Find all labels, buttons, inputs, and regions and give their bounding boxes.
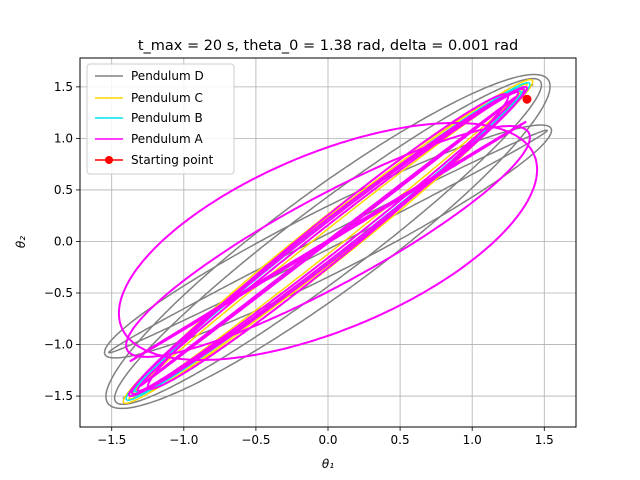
legend: Pendulum D Pendulum C Pendulum B Pendulu…	[86, 63, 235, 175]
x-tick-label: 0.0	[318, 433, 337, 447]
trajectory-pendulum-d	[113, 77, 543, 406]
y-tick-label: 0.0	[54, 234, 73, 248]
ticks: −1.5 −1.0 −0.5 0.0 0.5 1.0 1.5 −1.5 −1.0 −0.5 0.0 0…	[44, 80, 554, 447]
x-tick-label: 1.0	[463, 433, 482, 447]
start-layer	[522, 94, 532, 104]
series-layer	[103, 73, 553, 410]
y-tick-label: 1.0	[54, 131, 73, 145]
x-tick-label: −1.5	[97, 433, 126, 447]
starting-point-marker	[522, 94, 532, 104]
y-tick-label: 1.5	[54, 80, 73, 94]
legend-box	[86, 63, 235, 175]
legend-label-starting-point: Starting point	[131, 153, 214, 167]
trajectory-pendulum-a	[117, 121, 539, 361]
x-tick-label: 1.5	[535, 433, 554, 447]
x-axis-label: θ₁	[322, 457, 334, 471]
y-tick-label: −1.5	[44, 389, 73, 403]
legend-marker-starting-point	[105, 156, 113, 164]
trajectory-pendulum-a	[129, 120, 527, 362]
trajectory-pendulum-d	[108, 129, 548, 354]
x-tick-label: 0.5	[391, 433, 410, 447]
y-axis-label: θ₂	[14, 236, 28, 248]
legend-label-pendulum-a: Pendulum A	[131, 132, 203, 146]
trajectory-pendulum-a	[125, 125, 531, 358]
trajectory-pendulum-a	[139, 96, 517, 387]
y-tick-label: 0.5	[54, 183, 73, 197]
y-tick-label: −1.0	[44, 338, 73, 352]
legend-label-pendulum-b: Pendulum B	[131, 111, 203, 125]
trajectory-pendulum-d	[103, 124, 553, 359]
trajectory-pendulum-a	[130, 87, 526, 395]
legend-label-pendulum-d: Pendulum D	[131, 69, 204, 83]
x-tick-label: −0.5	[241, 433, 270, 447]
y-tick-label: −0.5	[44, 286, 73, 300]
chart-title: t_max = 20 s, theta_0 = 1.38 rad, delta …	[138, 38, 518, 54]
legend-label-pendulum-c: Pendulum C	[131, 91, 203, 105]
x-tick-label: −1.0	[169, 433, 198, 447]
